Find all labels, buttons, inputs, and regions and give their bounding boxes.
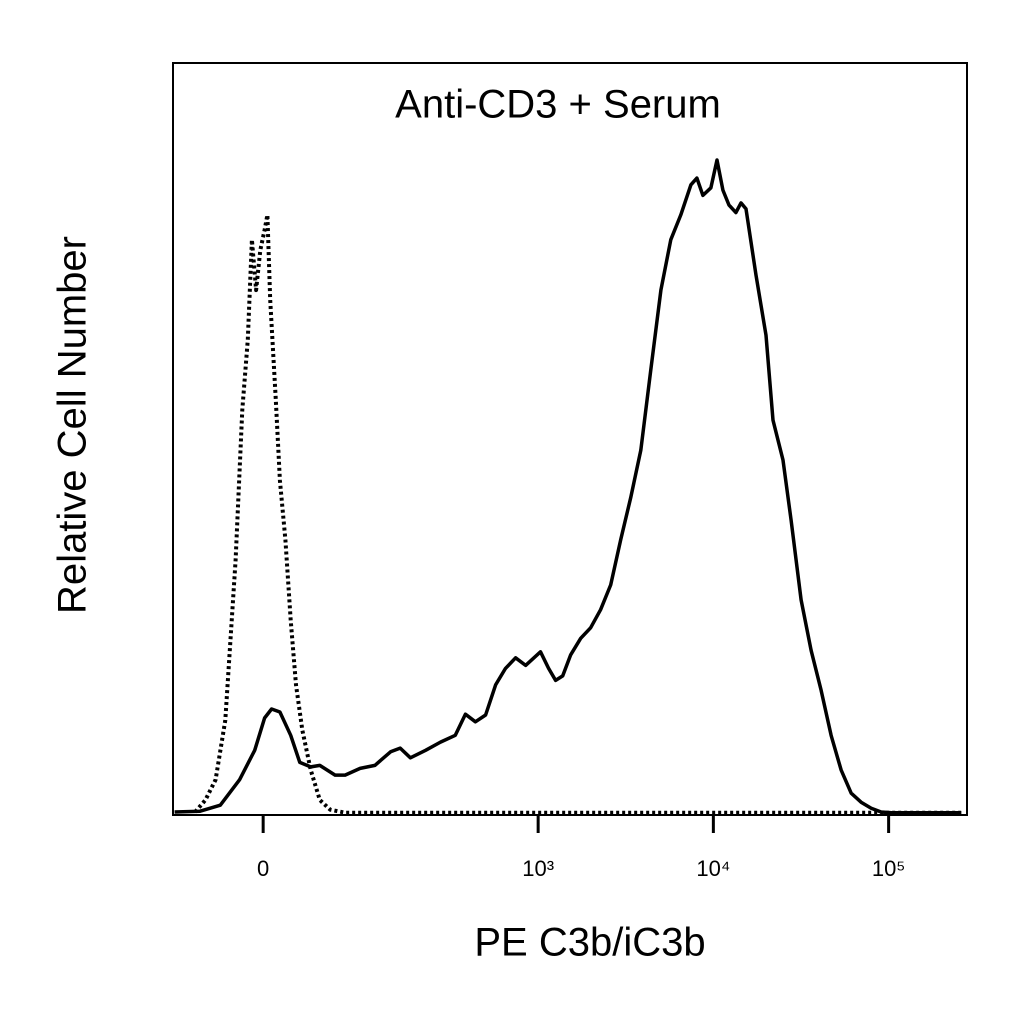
x-axis-label: PE C3b/iC3b (474, 921, 705, 965)
y-axis-label: Relative Cell Number (51, 236, 95, 614)
x-tick-label: 10⁴ (696, 856, 730, 881)
chart-title: Anti-CD3 + Serum (395, 83, 721, 127)
plot-frame (172, 62, 968, 816)
x-tick-label: 10³ (522, 856, 554, 881)
histogram-line (174, 158, 962, 815)
x-tick-label: 0 (257, 856, 269, 881)
x-tick-label: 10⁵ (872, 856, 906, 881)
histogram-line (193, 212, 962, 815)
